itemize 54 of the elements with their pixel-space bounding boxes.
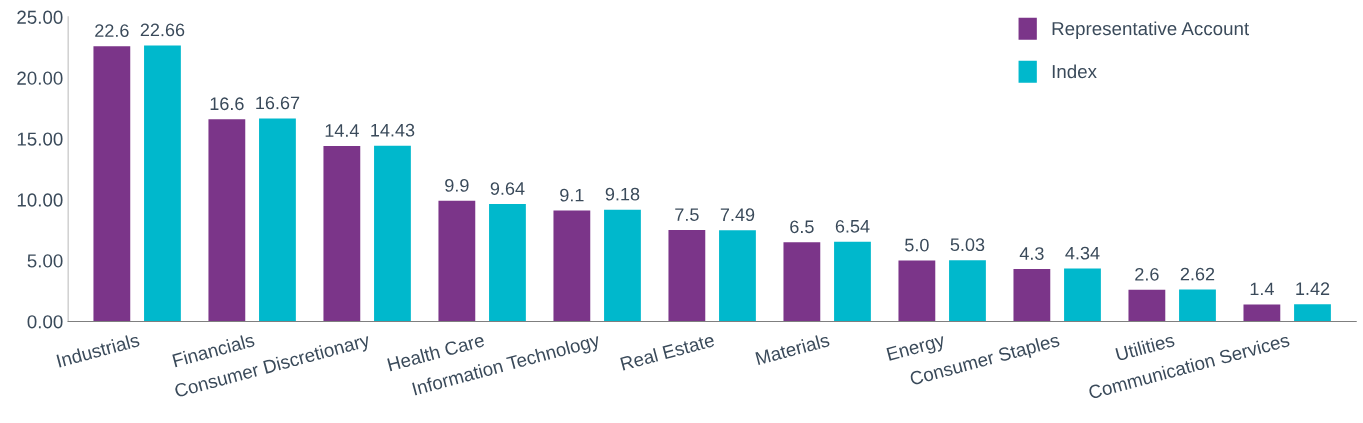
data-label: 5.0 [905, 238, 929, 252]
y-tick-label: 20.00 [17, 71, 63, 85]
x-tick-label: Real Estate [620, 332, 715, 371]
bar [668, 230, 706, 322]
y-tick-label: 5.00 [27, 254, 63, 268]
bar [1243, 304, 1281, 322]
data-label: 9.9 [445, 178, 469, 192]
bar [1128, 289, 1166, 322]
data-label: 6.5 [790, 220, 814, 234]
bar [489, 204, 526, 322]
data-label: 6.54 [835, 219, 870, 233]
bar [144, 45, 181, 322]
data-label: 9.18 [605, 187, 640, 201]
data-label: 2.62 [1180, 267, 1215, 281]
data-label: 1.4 [1250, 282, 1274, 296]
data-label: 9.64 [490, 182, 525, 195]
data-label: 2.6 [1135, 267, 1159, 281]
bar [553, 210, 591, 322]
x-tick-label: Materials [755, 332, 831, 366]
data-label: 14.4 [325, 124, 359, 137]
bar [208, 119, 246, 322]
bar [834, 241, 871, 322]
data-label: 22.66 [140, 23, 185, 37]
y-tick-label: 10.00 [17, 193, 63, 207]
data-label: 16.6 [210, 97, 244, 111]
data-label: 14.43 [371, 123, 415, 137]
legend-label: Index [1052, 64, 1097, 79]
bar [259, 118, 296, 322]
bar [719, 230, 756, 322]
bar [1064, 268, 1101, 322]
data-label: 22.6 [95, 24, 129, 38]
bar [1013, 269, 1051, 322]
bar [93, 46, 131, 322]
bar [438, 200, 476, 322]
data-label: 4.3 [1019, 247, 1044, 260]
data-label: 4.34 [1065, 246, 1100, 260]
bar [374, 145, 411, 322]
y-tick-label: 15.00 [17, 132, 63, 146]
legend-label: Representative Account [1052, 21, 1250, 39]
data-label: 7.49 [720, 208, 755, 222]
bar [604, 209, 641, 322]
bar [949, 260, 986, 322]
bar [783, 242, 821, 322]
bar [1294, 304, 1331, 322]
y-tick-label: 0.00 [27, 315, 63, 329]
data-label: 5.03 [950, 238, 985, 252]
data-label: 1.42 [1296, 282, 1330, 295]
bar [323, 146, 361, 322]
data-label: 9.1 [560, 188, 584, 202]
data-label: 16.67 [256, 96, 300, 110]
bar [898, 260, 936, 322]
bar [1179, 289, 1216, 322]
y-tick-label: 25.00 [17, 10, 63, 24]
data-label: 7.5 [675, 208, 699, 221]
